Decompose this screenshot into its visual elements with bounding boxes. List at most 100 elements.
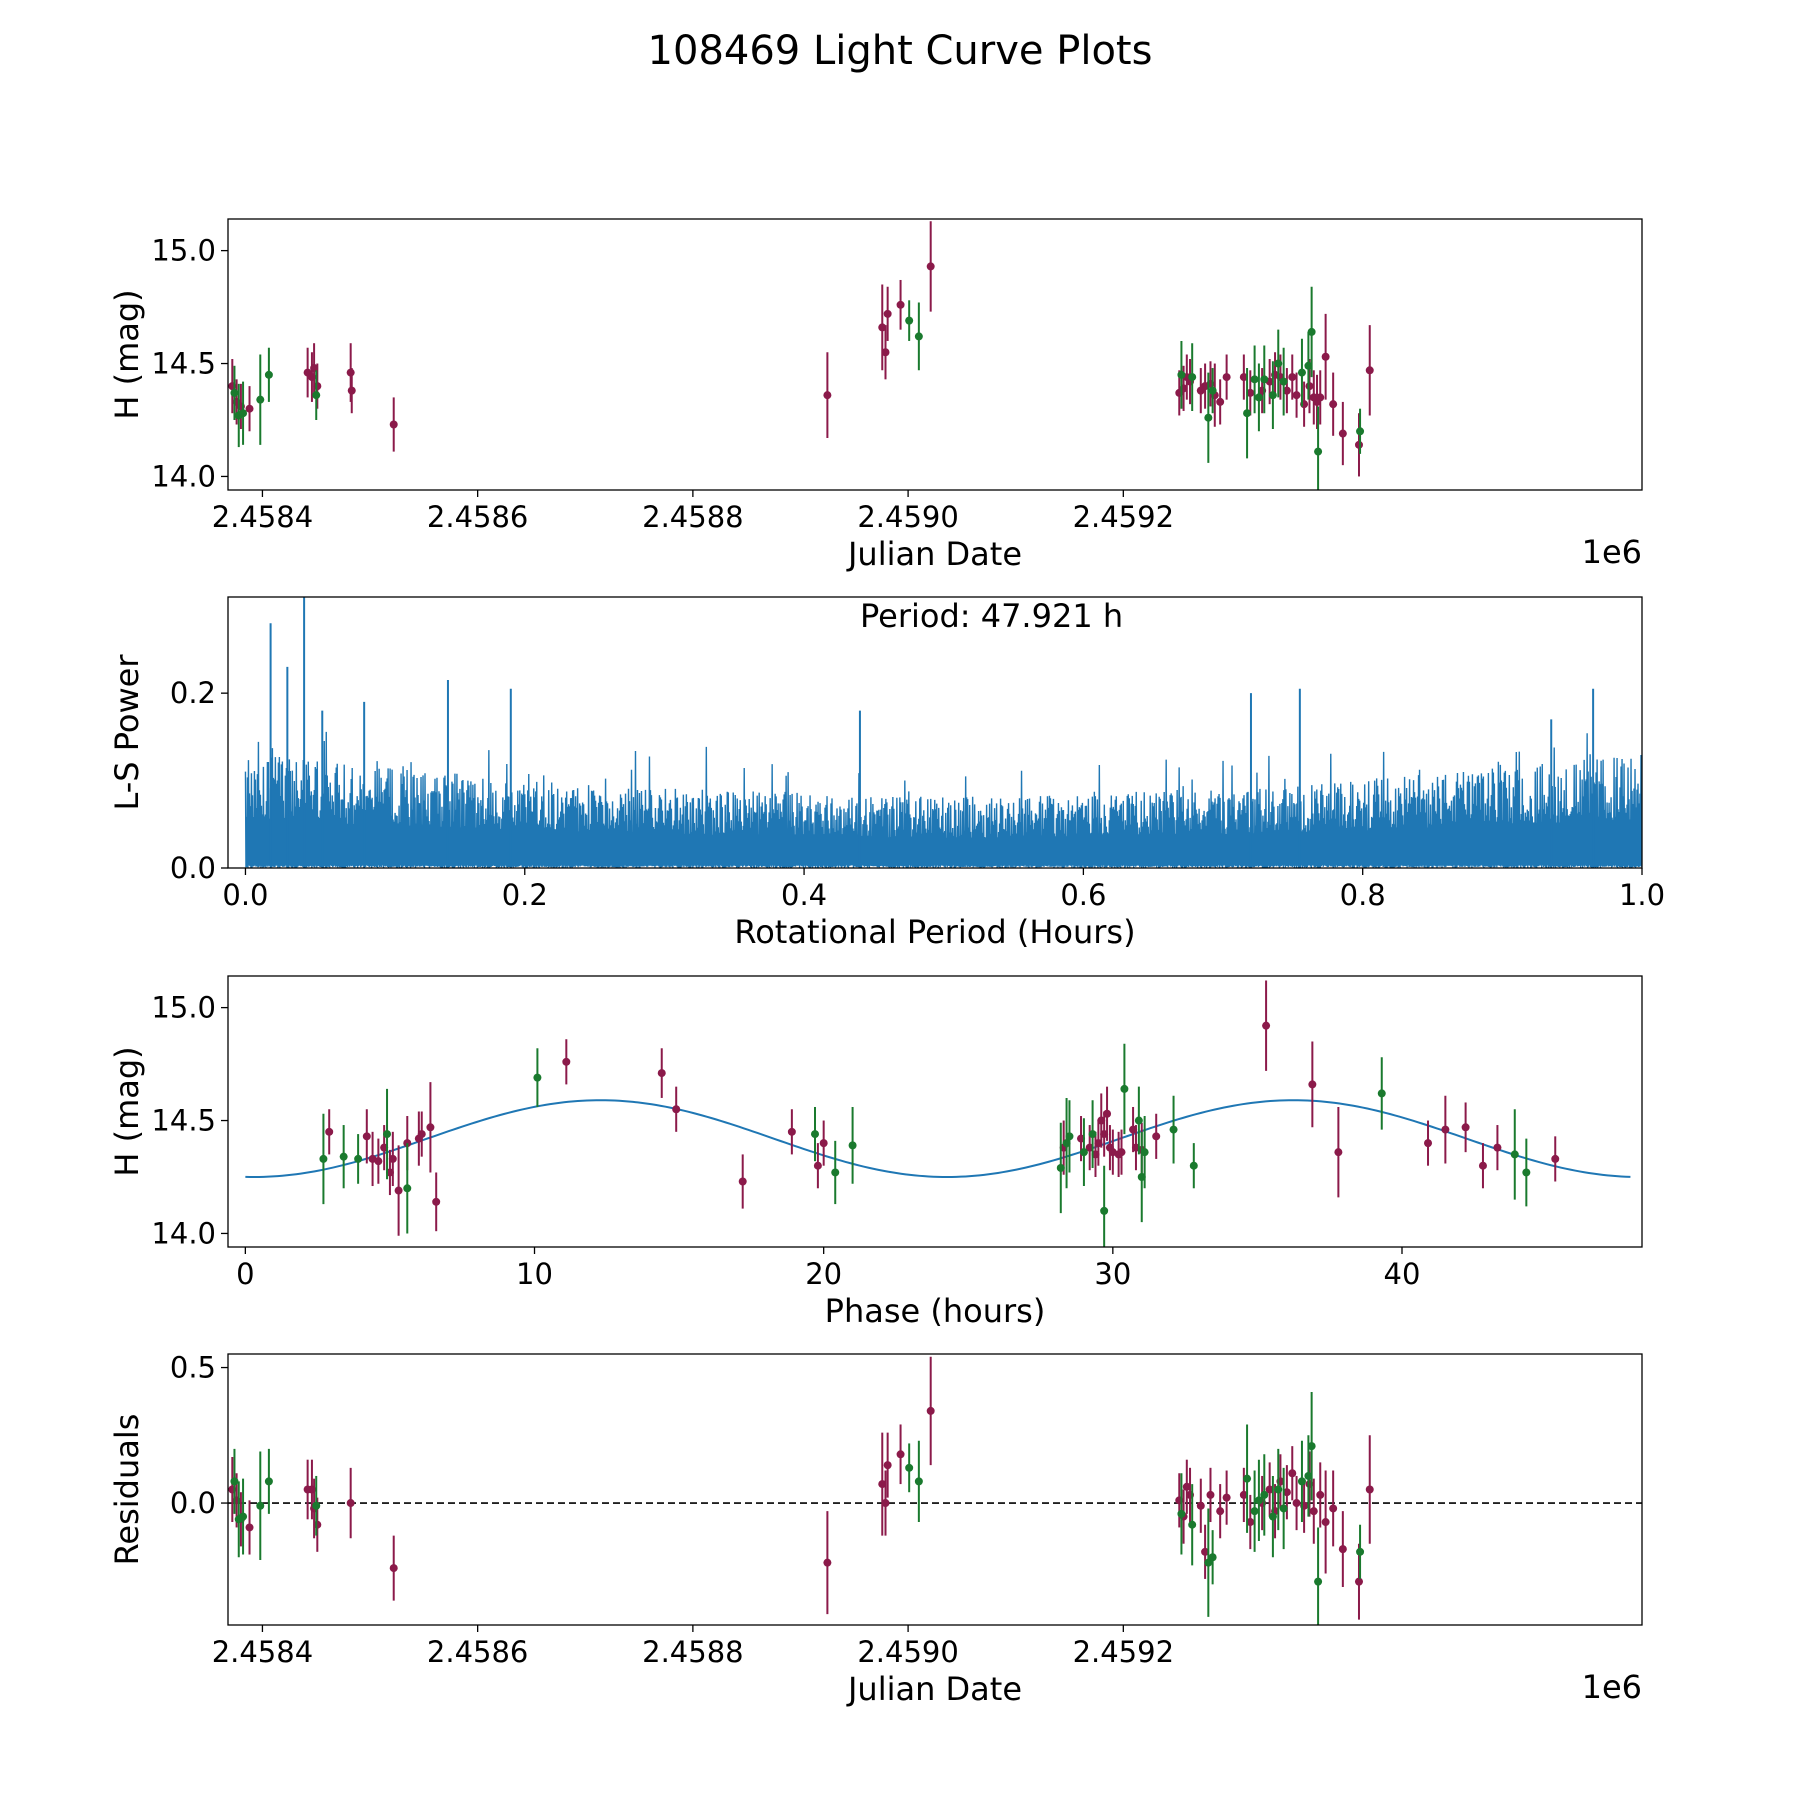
x-tick-label: 0: [236, 1257, 254, 1291]
green-marker: [1377, 1089, 1386, 1098]
red-marker: [1239, 373, 1248, 382]
red-marker: [1424, 1139, 1433, 1148]
y-axis-label: H (mag): [108, 1046, 146, 1176]
red-data-point: [1493, 1125, 1502, 1171]
green-marker: [1250, 375, 1259, 384]
red-data-point: [1354, 1543, 1363, 1620]
red-marker: [926, 1406, 935, 1415]
red-marker: [926, 262, 935, 271]
green-data-point: [1279, 347, 1288, 416]
red-data-point: [1329, 1470, 1338, 1547]
green-marker: [1056, 1163, 1065, 1172]
green-data-point: [383, 1088, 392, 1180]
green-data-point: [230, 365, 239, 420]
red-data-point: [1338, 1511, 1347, 1588]
residuals-frame: [227, 1353, 1643, 1626]
red-data-point: [819, 1120, 828, 1166]
red-data-point: [1103, 1086, 1112, 1141]
green-data-point: [312, 370, 321, 420]
red-marker: [878, 1480, 887, 1489]
red-marker: [1478, 1161, 1487, 1170]
red-data-point: [389, 1535, 398, 1601]
red-data-point: [878, 284, 887, 371]
green-data-point: [1250, 1470, 1259, 1552]
red-data-point: [1365, 325, 1374, 416]
red-marker: [1246, 1518, 1255, 1527]
red-marker: [896, 1450, 905, 1459]
red-data-point: [388, 1131, 397, 1187]
red-marker: [394, 1186, 403, 1195]
y-axis-label: L-S Power: [108, 654, 146, 811]
red-data-point: [1152, 1113, 1161, 1159]
red-marker: [1305, 382, 1314, 391]
red-data-point: [362, 1109, 371, 1164]
red-data-point: [896, 1424, 905, 1485]
green-data-point: [1304, 331, 1313, 400]
green-marker: [1356, 1547, 1365, 1556]
red-data-point: [417, 1111, 426, 1157]
green-marker: [383, 1130, 392, 1139]
x-axis-label: Phase (hours): [825, 1292, 1046, 1330]
green-data-point: [1120, 1043, 1129, 1135]
red-marker: [1461, 1123, 1470, 1132]
green-data-point: [848, 1106, 857, 1184]
red-data-point: [1365, 1435, 1374, 1544]
red-data-point: [374, 1138, 383, 1184]
x-tick-label: 40: [1384, 1257, 1421, 1291]
green-marker: [533, 1073, 542, 1082]
red-data-point: [1262, 980, 1271, 1071]
x-tick-label: 0.8: [1340, 878, 1386, 912]
green-marker: [905, 316, 914, 325]
green-data-point: [1304, 1435, 1313, 1517]
green-marker: [1297, 368, 1306, 377]
green-marker: [239, 1512, 248, 1521]
green-marker: [1307, 1442, 1316, 1451]
red-marker: [657, 1069, 666, 1078]
green-data-point: [1510, 1109, 1519, 1200]
green-data-point: [1188, 1484, 1197, 1566]
red-marker: [374, 1157, 383, 1166]
green-marker: [1243, 1474, 1252, 1483]
red-marker: [1365, 1485, 1374, 1494]
green-marker: [1134, 1116, 1143, 1125]
green-marker: [319, 1154, 328, 1163]
x-tick-label: 2.4586: [427, 500, 528, 534]
green-data-point: [1204, 1508, 1213, 1617]
green-data-point: [1268, 361, 1277, 430]
green-marker: [1268, 391, 1277, 400]
x-tick-label: 2.4590: [857, 500, 958, 534]
red-data-point: [245, 386, 254, 432]
red-data-point: [1316, 370, 1325, 425]
green-data-point: [1250, 345, 1259, 414]
green-marker: [914, 1477, 923, 1486]
green-data-point: [1177, 1473, 1186, 1555]
x-tick-label: 2.4590: [857, 1635, 958, 1669]
red-data-point: [738, 1154, 747, 1209]
red-marker: [1308, 1080, 1317, 1089]
red-marker: [310, 364, 319, 373]
phase-folded-panel: 0 10 20 30 40 14.0 14.5 15.0 Phase (hours) H (mag…: [108, 975, 1643, 1330]
green-data-point: [339, 1125, 348, 1189]
y-tick-label: 14.5: [151, 347, 216, 381]
y-tick-label: 0.2: [170, 676, 216, 710]
green-marker: [312, 391, 321, 400]
red-marker: [432, 1197, 441, 1206]
green-marker: [1250, 1507, 1259, 1516]
green-marker: [1204, 1558, 1213, 1567]
green-data-point: [1307, 1391, 1316, 1501]
red-marker: [1329, 1504, 1338, 1513]
y-tick-label: 0.5: [170, 1351, 216, 1385]
periodogram-plot-area: [244, 597, 1642, 868]
red-marker: [346, 1499, 355, 1508]
green-data-point: [1065, 1100, 1074, 1173]
red-data-point: [926, 1356, 935, 1466]
red-marker: [1182, 1482, 1191, 1491]
green-data-point: [1522, 1138, 1531, 1207]
x-tick-label: 20: [805, 1257, 842, 1291]
green-marker: [1510, 1150, 1519, 1159]
lightcurve-plot-area: [228, 221, 1374, 490]
x-tick-label: 2.4588: [642, 500, 743, 534]
red-marker: [1316, 393, 1325, 402]
period-annotation: Period: 47.921 h: [860, 597, 1123, 635]
red-data-point: [432, 1172, 441, 1232]
